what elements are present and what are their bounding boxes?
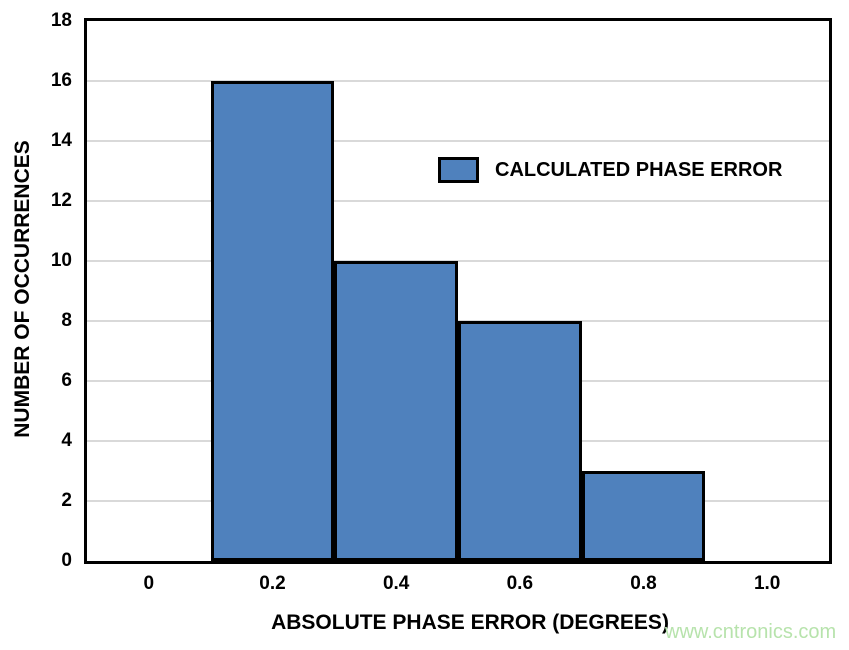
y-tick-label: 10 [50, 250, 72, 271]
legend-label: CALCULATED PHASE ERROR [495, 159, 783, 181]
x-tick-label: 0.4 [382, 573, 410, 594]
plot-area [84, 18, 832, 564]
x-axis-title: ABSOLUTE PHASE ERROR (DEGREES) [271, 611, 669, 634]
y-axis-tick-labels: 0 2 4 6 8 10 12 14 16 18 [26, 0, 72, 650]
y-tick-label: 18 [50, 10, 72, 31]
legend-swatch-icon [438, 157, 479, 183]
watermark: www.cntronics.com [665, 621, 837, 643]
y-tick-label: 16 [50, 70, 72, 91]
x-axis-tick-labels: 0 0.2 0.4 0.6 0.8 1.0 [87, 572, 829, 596]
y-tick-label: 2 [61, 490, 72, 511]
x-tick-label: 0.6 [506, 573, 534, 594]
y-tick-label: 4 [61, 430, 72, 451]
y-tick-label: 14 [50, 130, 72, 151]
bar-0.4 [334, 261, 458, 561]
y-tick-label: 0 [61, 550, 72, 571]
x-tick-label: 1.0 [753, 573, 781, 594]
y-tick-label: 8 [61, 310, 72, 331]
gridline [87, 260, 829, 262]
legend: CALCULATED PHASE ERROR [438, 157, 782, 183]
bar-0.8 [581, 471, 706, 561]
bar-0.2 [210, 81, 335, 561]
x-tick-label: 0 [143, 573, 155, 594]
y-tick-label: 12 [50, 190, 72, 211]
y-tick-label: 6 [61, 370, 72, 391]
gridline [87, 80, 829, 82]
bar-0.6 [458, 321, 582, 561]
x-tick-label: 0.8 [630, 573, 657, 594]
x-tick-label: 0.2 [259, 573, 286, 594]
gridline [87, 140, 829, 142]
gridline [87, 200, 829, 202]
